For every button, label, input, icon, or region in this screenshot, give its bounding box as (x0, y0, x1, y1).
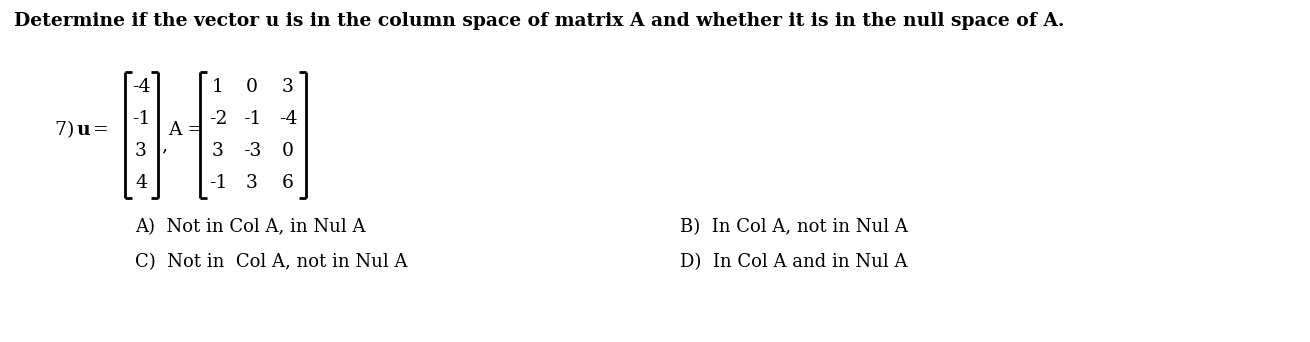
Text: -4: -4 (279, 110, 297, 128)
Text: -1: -1 (208, 174, 227, 192)
Text: 4: 4 (135, 174, 147, 192)
Text: 3: 3 (212, 142, 224, 160)
Text: A)  Not in Col A, in Nul A: A) Not in Col A, in Nul A (135, 218, 365, 236)
Text: A =: A = (168, 121, 203, 139)
Text: 3: 3 (246, 174, 258, 192)
Text: -1: -1 (242, 110, 261, 128)
Text: 1: 1 (212, 78, 224, 96)
Text: =: = (86, 121, 109, 139)
Text: u: u (77, 121, 90, 139)
Text: B)  In Col A, not in Nul A: B) In Col A, not in Nul A (680, 218, 908, 236)
Text: ,: , (161, 136, 166, 154)
Text: -4: -4 (132, 78, 151, 96)
Text: 0: 0 (282, 142, 293, 160)
Text: Determine if the vector u is in the column space of matrix A and whether it is i: Determine if the vector u is in the colu… (14, 12, 1064, 30)
Text: 3: 3 (282, 78, 293, 96)
Text: -2: -2 (208, 110, 227, 128)
Text: C)  Not in  Col A, not in Nul A: C) Not in Col A, not in Nul A (135, 253, 407, 271)
Text: 6: 6 (282, 174, 293, 192)
Text: -1: -1 (132, 110, 151, 128)
Text: D)  In Col A and in Nul A: D) In Col A and in Nul A (680, 253, 908, 271)
Text: 0: 0 (246, 78, 258, 96)
Text: -3: -3 (242, 142, 261, 160)
Text: 7): 7) (55, 121, 80, 139)
Text: 3: 3 (135, 142, 147, 160)
